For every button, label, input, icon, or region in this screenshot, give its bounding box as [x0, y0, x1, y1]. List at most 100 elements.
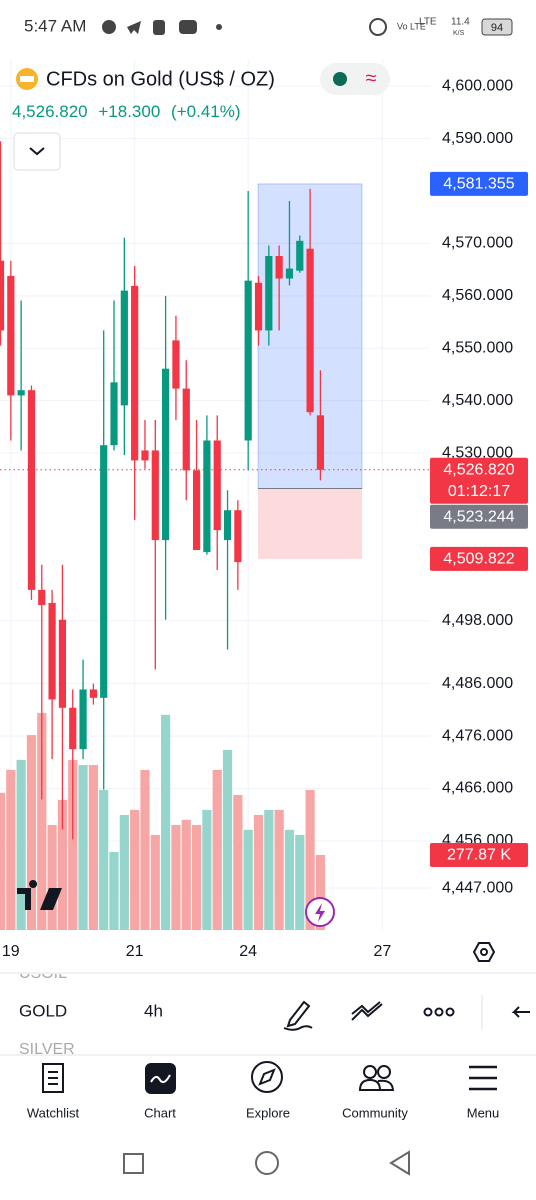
loss-zone	[258, 488, 362, 559]
volume-bar	[264, 809, 274, 930]
nav-label[interactable]: Chart	[144, 1105, 176, 1120]
y-tick-label: 4,600.000	[442, 77, 513, 94]
x-tick-label: 21	[126, 943, 144, 960]
y-tick-label: 4,466.000	[442, 780, 513, 797]
price-tag	[430, 457, 528, 504]
x-tick-label: 24	[239, 943, 257, 960]
indicator-tool[interactable]	[351, 1001, 383, 1021]
candle-body	[100, 445, 108, 698]
battery	[481, 18, 513, 36]
volume-bar	[88, 765, 98, 930]
candle-body	[69, 707, 77, 750]
candle-body	[151, 450, 159, 541]
candle-body	[192, 470, 201, 551]
chart-wave	[150, 1074, 171, 1084]
volume-bar	[212, 769, 222, 930]
header: CFDs on Gold (US$ / OZ) ≈ 4,526.820 +18.…	[12, 63, 390, 171]
market-open	[333, 72, 347, 86]
volume-bar	[202, 809, 212, 930]
candle-body	[120, 290, 128, 406]
symbol-current[interactable]: GOLD	[19, 1001, 67, 1020]
symbol-next[interactable]: SILVER	[19, 1041, 75, 1058]
y-tick-label: 4,447.000	[442, 879, 513, 896]
volume-bar	[37, 712, 47, 930]
x-tick-label: 19	[2, 943, 20, 960]
chevron	[29, 147, 45, 156]
battery-level: 94	[491, 22, 503, 34]
volume-bar	[99, 789, 109, 930]
y-tick-label: 4,540.000	[442, 392, 513, 409]
watchlist-icon[interactable]	[42, 1063, 64, 1093]
delayed-icon: ≈	[366, 67, 377, 89]
volume-bar	[57, 799, 68, 930]
volume-bar	[0, 792, 6, 930]
logo	[17, 880, 62, 910]
expand-button[interactable]	[13, 132, 61, 171]
price-tag-label: 4,526.820	[443, 461, 514, 478]
nav-label[interactable]: Watchlist	[27, 1105, 80, 1120]
candle-body	[162, 368, 170, 541]
home-button[interactable]	[255, 1151, 279, 1175]
candle-body	[79, 689, 87, 750]
status-pill[interactable]	[320, 63, 390, 95]
y-tick-label: 4,486.000	[442, 675, 513, 692]
y-tick-label: 4,590.000	[442, 130, 513, 147]
tv-logo	[17, 880, 62, 910]
recents-button[interactable]	[123, 1153, 144, 1174]
x-tick-label: 27	[373, 943, 391, 960]
candle-body	[27, 390, 36, 590]
more[interactable]	[423, 1007, 455, 1017]
y-tick-label: 4,530.000	[442, 444, 513, 461]
volume-bar	[171, 824, 181, 930]
volume-bar	[191, 824, 202, 930]
community-icon[interactable]	[358, 1065, 395, 1091]
price-tag-label: 4,509.822	[443, 551, 514, 568]
lightning	[315, 903, 325, 922]
change: +18.300	[98, 102, 160, 121]
draw-tool[interactable]	[283, 1000, 313, 1031]
volume-bar	[161, 714, 171, 930]
chart-icon[interactable]	[145, 1063, 176, 1094]
lte: LTE	[419, 17, 437, 28]
candle-body	[296, 240, 304, 271]
nav-label[interactable]: Community	[342, 1105, 408, 1120]
volume-bar	[233, 795, 243, 930]
candle-body	[17, 390, 25, 396]
symbol-prev[interactable]: USOIL	[19, 965, 67, 982]
back-button[interactable]	[511, 1006, 530, 1018]
candle-body	[234, 510, 242, 563]
candle-body	[244, 280, 252, 441]
price-tag	[430, 504, 528, 529]
candle-body	[0, 260, 5, 331]
last-price: 4,526.820	[12, 102, 88, 121]
nav-label[interactable]: Explore	[246, 1105, 290, 1120]
y-tick-label: 4,476.000	[442, 727, 513, 744]
candle-body	[131, 285, 139, 461]
bottom-nav	[42, 1061, 497, 1094]
menu-icon[interactable]	[469, 1065, 497, 1091]
settings-button[interactable]	[472, 942, 496, 962]
icon	[179, 20, 197, 34]
volume-bar	[284, 829, 295, 930]
volume-bar	[47, 824, 57, 930]
candle-body	[306, 248, 314, 413]
volume-bar	[6, 769, 16, 930]
nav-label[interactable]: Menu	[467, 1105, 500, 1120]
status-bar: 5:47 AM Vo LTE LTE 11.4 K/S 94	[24, 16, 513, 37]
explore-icon[interactable]	[251, 1061, 283, 1093]
symbol-title[interactable]: CFDs on Gold (US$ / OZ)	[46, 68, 275, 90]
interval[interactable]: 4h	[144, 1001, 163, 1020]
candle-body	[58, 619, 67, 708]
price-tag-label: 4,523.244	[443, 508, 514, 525]
candle-body	[182, 388, 190, 471]
candle-body	[110, 382, 118, 446]
candle-body	[223, 510, 232, 541]
back-system[interactable]	[389, 1150, 410, 1176]
icon	[216, 24, 222, 30]
volume-bar	[253, 814, 264, 930]
y-tick-label: 4,498.000	[442, 612, 513, 629]
candle-body	[316, 415, 325, 470]
candle-body	[38, 589, 46, 606]
chart-area: 19 21 24 27 4,600.000 4,590.000 4,570.000 4,560…	[0, 60, 528, 960]
volume-bar	[78, 765, 88, 930]
